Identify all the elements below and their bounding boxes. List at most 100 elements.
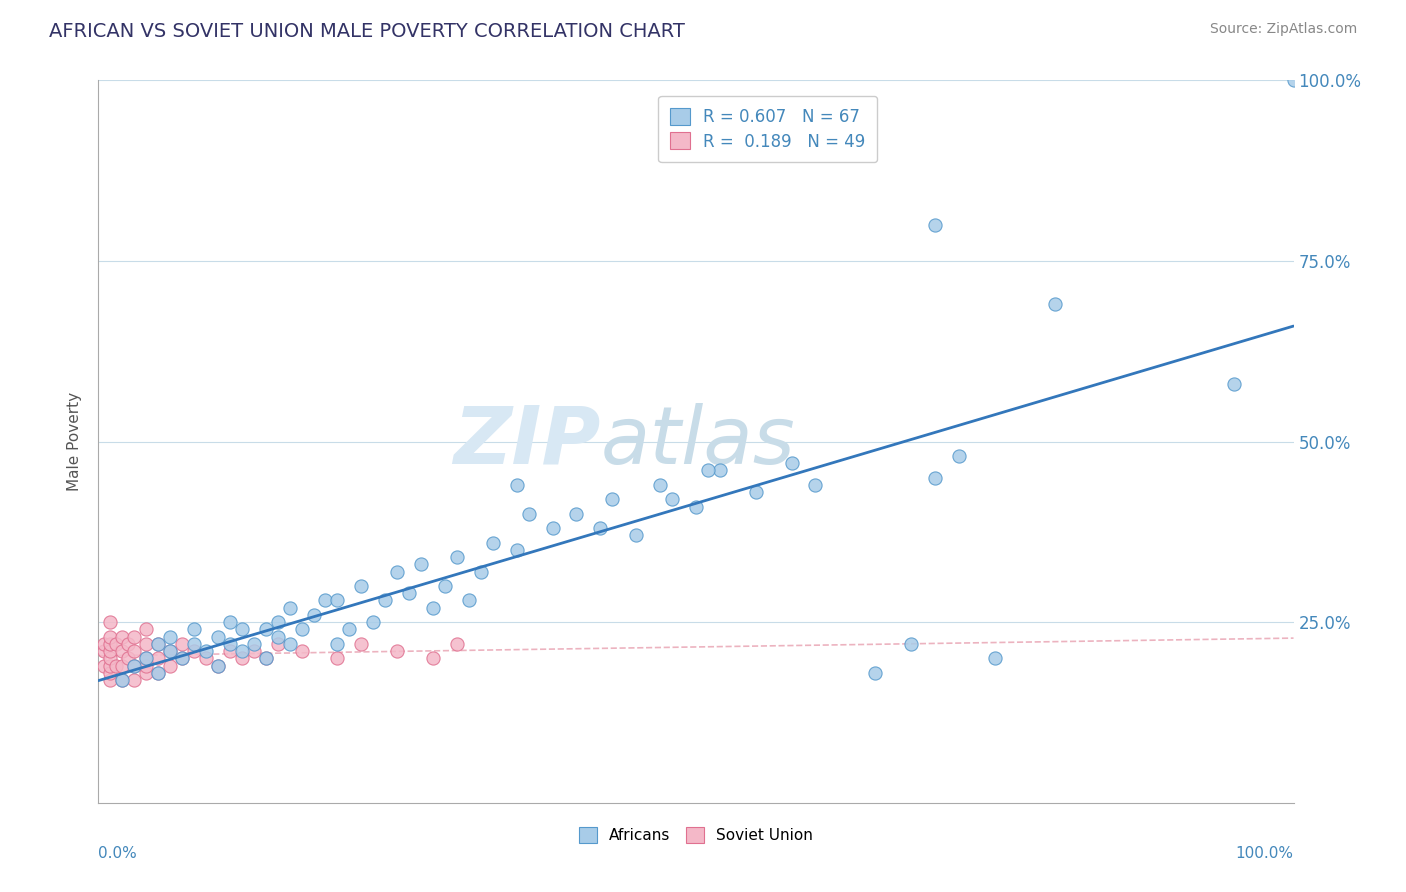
Point [124,658,146,673]
Point [374,593,396,607]
Point [111,630,134,644]
Point [948,449,970,463]
Point [648,478,672,492]
Point [195,651,218,665]
Point [231,623,253,637]
Text: Source: ZipAtlas.com: Source: ZipAtlas.com [1209,22,1357,37]
Point [135,637,157,651]
Point [804,478,827,492]
Point [111,658,134,673]
Point [111,673,134,687]
Point [565,507,588,521]
Point [183,623,205,637]
Point [148,637,170,651]
Legend: Africans, Soviet Union: Africans, Soviet Union [572,822,820,849]
Point [111,644,134,658]
Point [243,637,266,651]
Point [517,507,540,521]
Point [93,658,115,673]
Text: atlas: atlas [600,402,796,481]
Point [385,644,409,658]
Point [470,565,492,579]
Point [117,651,139,665]
Point [1043,297,1066,311]
Point [98,615,122,630]
Point [219,644,242,658]
Point [183,637,205,651]
Text: 0.0%: 0.0% [98,847,138,861]
Point [93,644,115,658]
Point [865,665,887,680]
Point [302,607,325,622]
Point [159,630,181,644]
Point [172,651,194,665]
Point [602,492,624,507]
Point [506,542,529,557]
Point [98,651,122,665]
Point [148,637,170,651]
Point [111,673,134,687]
Point [135,651,157,665]
Point [183,644,205,658]
Point [148,651,170,665]
Point [117,637,139,651]
Point [385,565,409,579]
Point [159,644,181,658]
Point [326,637,349,651]
Point [98,644,122,658]
Point [148,665,170,680]
Point [207,630,229,644]
Point [446,637,468,651]
Point [924,218,946,232]
Point [93,637,115,651]
Point [135,623,157,637]
Point [254,651,277,665]
Point [195,644,218,658]
Point [267,630,290,644]
Point [339,623,361,637]
Point [159,658,181,673]
Point [124,644,146,658]
Point [243,644,266,658]
Point [506,478,529,492]
Point [291,623,314,637]
Point [159,644,181,658]
Point [135,658,157,673]
Point [172,651,194,665]
Point [745,485,768,500]
Point [446,550,468,565]
Point [398,586,420,600]
Point [135,651,157,665]
Point [315,593,337,607]
Point [326,651,349,665]
Point [135,665,157,680]
Point [231,651,253,665]
Point [98,665,122,680]
Point [105,658,128,673]
Point [267,615,290,630]
Point [709,463,731,477]
Point [254,651,277,665]
Point [984,651,1007,665]
Point [291,644,314,658]
Point [124,673,146,687]
Point [661,492,683,507]
Point [685,500,707,514]
Point [422,600,444,615]
Point [124,630,146,644]
Point [267,637,290,651]
Point [105,637,128,651]
Point [254,623,277,637]
Point [363,615,385,630]
Point [434,579,457,593]
Point [422,651,444,665]
Point [589,521,612,535]
Point [481,535,505,549]
Point [98,658,122,673]
Point [124,658,146,673]
Point [1282,73,1305,87]
Point [458,593,481,607]
Point [278,637,301,651]
Y-axis label: Male Poverty: Male Poverty [67,392,83,491]
Point [278,600,301,615]
